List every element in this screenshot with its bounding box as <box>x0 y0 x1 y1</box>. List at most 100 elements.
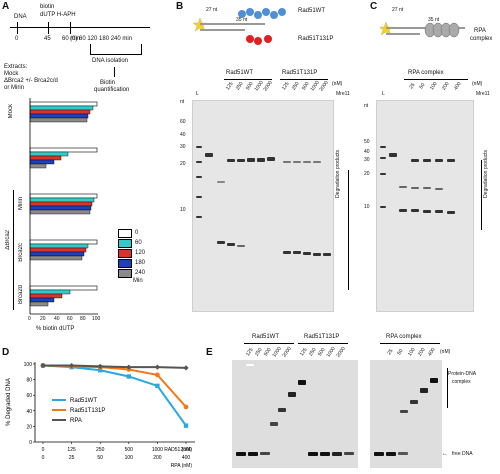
b-deg-band <box>323 253 331 256</box>
e-rpa-free-band <box>374 452 384 456</box>
panel-letter-e: E <box>206 347 213 358</box>
b-deg-band <box>303 252 311 255</box>
b-ladder-40: 40 <box>180 132 186 138</box>
gel-panel-c <box>376 100 474 312</box>
d-xrow-rad51: RAD51 (nM) <box>164 447 192 453</box>
bar-mirin-0 <box>29 193 98 199</box>
c-len27: 27 nt <box>392 7 404 13</box>
e-complex-band <box>270 422 278 426</box>
e-protein-dna-2: complex <box>452 379 471 385</box>
b-mut-band <box>293 161 301 163</box>
timeline-time-45: 45 <box>44 36 51 42</box>
e-conc-r-0: 25 <box>386 348 395 357</box>
c-ladder-band <box>380 157 386 159</box>
bar-group-mirin <box>29 193 98 215</box>
legend-label-0: 0 <box>135 230 139 236</box>
panel-a-bar-chart <box>29 98 98 315</box>
c-conc-200: 200 <box>440 81 451 92</box>
a-xtick-80: 80 <box>80 316 86 322</box>
c-L: L <box>382 91 385 97</box>
e-conc-m-2: 500 <box>316 347 327 358</box>
b-mut-band <box>313 161 321 163</box>
c-header-line <box>404 79 468 80</box>
b-ladder-band <box>196 176 202 178</box>
legend-label-60: 60 <box>135 240 142 246</box>
bar-brca2c-120 <box>29 247 87 253</box>
b-ladder-nt: nt <box>180 99 185 105</box>
b-full-length-band <box>227 159 235 162</box>
e-conc-l-4: 2000 <box>281 345 293 359</box>
b-len27: 27 nt <box>206 7 218 13</box>
c-ladder-band <box>380 173 386 175</box>
e-conc-r-1: 50 <box>396 348 405 357</box>
b-conc-wt-500: 500 <box>244 81 255 92</box>
bar-group-mock <box>29 101 98 123</box>
a-xtick-0: 0 <box>28 316 31 322</box>
bar-group-brca2d <box>29 285 98 307</box>
e-conc-r-4: 400 <box>426 347 437 358</box>
b-conc-wt-250: 250 <box>234 81 245 92</box>
d-point <box>183 404 189 410</box>
e-free-band <box>320 452 330 456</box>
e-free-arrow: ← <box>442 451 448 457</box>
c-header-title: RPA complex <box>408 70 444 76</box>
e-rpa-line <box>380 343 440 344</box>
b-conc-wt-125: 125 <box>224 81 235 92</box>
legend-item-60: 60 <box>118 238 158 248</box>
c-complex-label: complex <box>470 36 493 42</box>
d-ytick-label: 60 <box>26 393 32 399</box>
e-conc-m-4: 2000 <box>335 345 347 359</box>
e-complex-bracket <box>444 368 448 408</box>
bar-group-delta <box>29 147 98 169</box>
e-conc-l-3: 1000 <box>271 345 283 359</box>
d-point <box>155 372 160 378</box>
b-side-label: Degradation products <box>335 150 341 198</box>
b-deg-band <box>227 243 235 246</box>
rad51-mut-filament <box>246 35 272 45</box>
d-ytick-label: 0 <box>29 440 32 446</box>
e-free-dna: free DNA <box>452 451 473 457</box>
bar-brca2d-180 <box>29 297 55 303</box>
b-full-length-band <box>257 158 265 162</box>
timeline-arrow-60 <box>70 22 71 34</box>
bar-brca2d-0 <box>29 285 98 291</box>
timeline-time-0: 0 <box>15 36 19 42</box>
e-free-band <box>236 452 246 456</box>
b-ladder-band <box>196 161 202 163</box>
e-complex-band <box>298 380 306 385</box>
b-header-wt: Rad51WT <box>226 70 254 76</box>
b-deg-band <box>283 251 291 254</box>
a-legend: 0 60 120 180 240 Min <box>118 228 158 284</box>
legend-item-180: 180 <box>118 258 158 268</box>
c-ladder-20: 20 <box>364 171 370 177</box>
b-len35: 35 nt <box>236 17 248 23</box>
d-point <box>155 383 160 389</box>
c-full-band <box>447 159 455 162</box>
a-xtick-100: 100 <box>92 316 101 322</box>
d-ytick-label: 80 <box>26 378 32 384</box>
e-wt-line <box>244 343 294 344</box>
e-mut-line <box>298 343 348 344</box>
bar-mirin-180 <box>29 205 92 211</box>
panel-b-schematic <box>192 8 286 45</box>
d-legend-label: Rad51T131P <box>70 408 105 414</box>
bar-mirin-240 <box>29 209 91 215</box>
bar-delta-120 <box>29 155 62 161</box>
e-free-band <box>308 452 318 456</box>
e-free-band <box>344 452 354 455</box>
row-label-mock: Mock <box>8 104 14 119</box>
delta-bracket <box>13 190 17 310</box>
b-header-mut-line <box>280 79 328 80</box>
c-side-bracket <box>478 160 482 230</box>
legend-label-240: 240 <box>135 270 146 276</box>
bar-brca2c-240 <box>29 255 83 261</box>
timeline-bracket <box>90 44 142 55</box>
c-conc-50: 50 <box>418 82 427 91</box>
e-rpa-complex-band <box>410 400 418 404</box>
row-label-brca2d: Brca2d <box>18 285 24 305</box>
legend-label-120: 120 <box>135 250 146 256</box>
legend-swatch-0 <box>118 228 132 238</box>
c-nm: (nM) <box>472 81 483 87</box>
d-xtick-rad51: 2000 <box>180 447 191 453</box>
c-ladder-band <box>380 146 386 148</box>
